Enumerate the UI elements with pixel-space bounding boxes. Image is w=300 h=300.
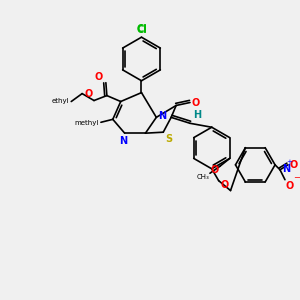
Text: N: N (158, 111, 166, 122)
Text: O: O (211, 165, 219, 175)
Text: S: S (165, 134, 172, 144)
Text: −: − (293, 173, 300, 182)
Text: N: N (120, 136, 128, 146)
Text: O: O (220, 180, 229, 190)
Text: O: O (290, 160, 298, 170)
Text: O: O (85, 88, 93, 98)
Text: N: N (282, 164, 290, 174)
Text: CH₃: CH₃ (196, 174, 209, 180)
Text: H: H (193, 110, 201, 120)
Text: Cl: Cl (136, 24, 147, 34)
Text: O: O (192, 98, 200, 107)
Text: O: O (286, 181, 294, 191)
Text: ethyl: ethyl (52, 98, 69, 103)
Text: O: O (95, 72, 103, 82)
Text: Cl: Cl (136, 25, 147, 35)
Text: +: + (286, 159, 292, 165)
Text: methyl: methyl (75, 120, 99, 126)
